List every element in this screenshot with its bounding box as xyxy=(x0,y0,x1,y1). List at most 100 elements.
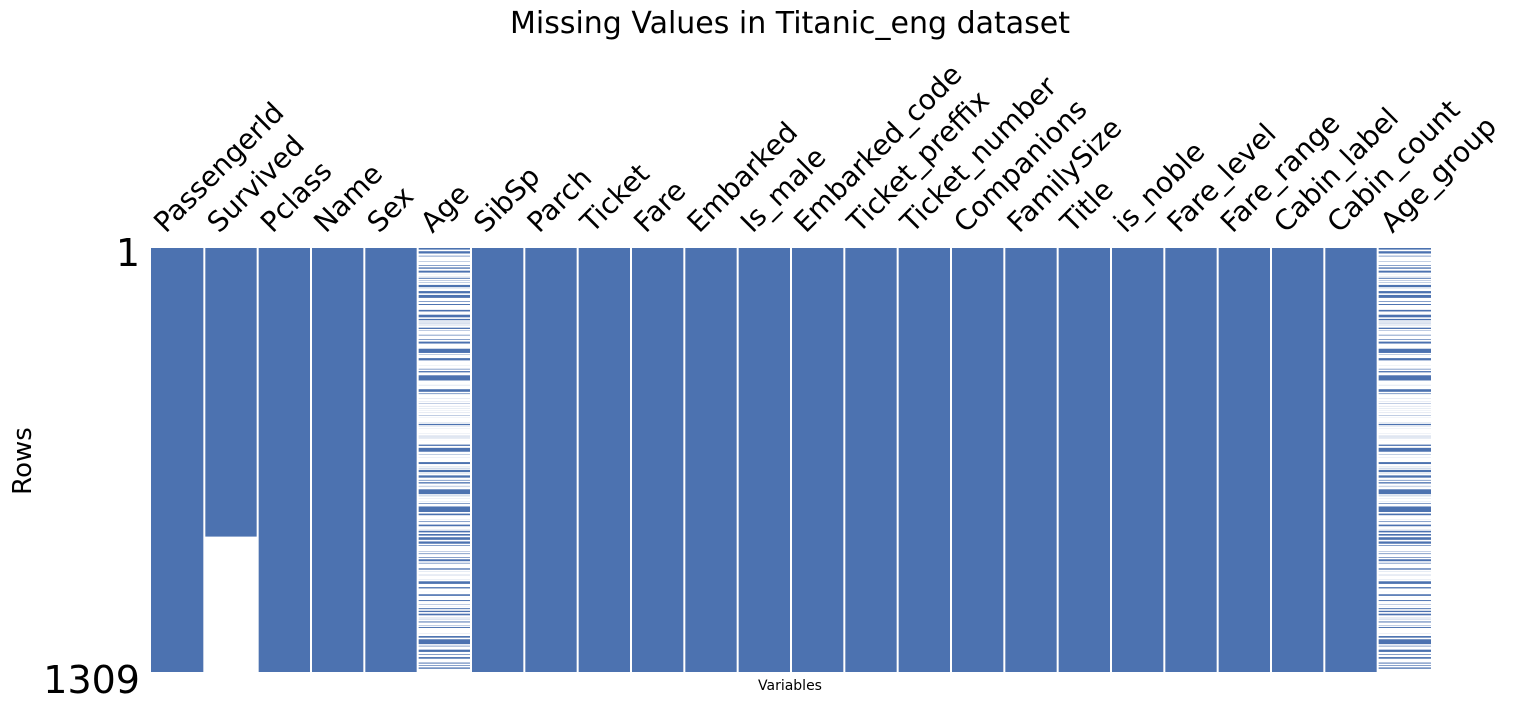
missing-value-mark xyxy=(417,625,471,627)
missing-value-mark xyxy=(417,561,471,563)
missing-value-mark xyxy=(417,442,471,445)
column-ticket-preffix xyxy=(844,248,898,672)
missing-value-mark xyxy=(1377,343,1431,346)
missing-value-mark xyxy=(417,372,471,374)
present-values-bar xyxy=(311,248,365,672)
missing-value-mark xyxy=(1377,428,1431,431)
missing-value-mark xyxy=(1377,352,1431,355)
missing-value-mark xyxy=(417,623,471,626)
missing-value-mark xyxy=(1377,302,1431,305)
missing-value-mark xyxy=(1377,430,1431,433)
missing-value-mark xyxy=(1377,458,1431,461)
missing-value-mark xyxy=(1377,659,1431,662)
present-values-bar xyxy=(1057,248,1111,672)
missing-value-mark xyxy=(417,269,471,271)
missing-value-mark xyxy=(417,453,471,455)
missing-value-mark xyxy=(417,417,471,420)
missing-value-mark xyxy=(1377,592,1431,595)
missing-value-mark xyxy=(1377,451,1431,454)
missing-value-mark xyxy=(417,287,471,289)
missing-value-mark xyxy=(1377,322,1431,324)
missing-value-mark xyxy=(1377,431,1431,434)
missing-value-mark xyxy=(417,405,471,407)
missing-value-mark xyxy=(1377,278,1431,281)
row-tick-last: 1309 xyxy=(43,658,140,702)
missing-value-mark xyxy=(417,628,471,631)
missing-value-mark xyxy=(417,367,471,369)
missing-value-mark xyxy=(1377,405,1431,407)
column-sex xyxy=(364,248,418,672)
missing-value-mark xyxy=(417,589,471,592)
present-values-bar xyxy=(1217,248,1271,672)
missing-value-mark xyxy=(417,360,471,362)
missing-value-mark xyxy=(1377,360,1431,362)
missing-value-mark xyxy=(417,394,471,396)
missing-value-mark xyxy=(1377,406,1431,409)
missing-value-mark xyxy=(1377,435,1431,437)
x-axis-label: Variables xyxy=(758,678,822,694)
missing-value-mark xyxy=(1377,598,1431,601)
missing-value-mark xyxy=(417,576,471,579)
missing-value-mark xyxy=(1377,576,1431,579)
present-values-bar xyxy=(151,248,205,672)
column-ticket xyxy=(577,248,631,672)
missing-value-mark xyxy=(417,458,471,461)
missing-value-mark xyxy=(417,655,471,658)
missing-value-mark xyxy=(417,347,471,349)
missing-value-mark xyxy=(417,526,471,528)
missing-value-mark xyxy=(1377,517,1431,520)
missing-value-mark xyxy=(417,391,471,394)
missing-value-mark xyxy=(417,575,471,578)
missing-value-mark xyxy=(417,460,471,463)
missing-value-mark xyxy=(417,385,471,388)
missing-value-mark xyxy=(417,272,471,275)
missing-value-mark xyxy=(1377,408,1431,411)
missing-value-mark xyxy=(417,592,471,595)
missing-value-mark xyxy=(417,440,471,442)
missing-value-mark xyxy=(417,670,471,672)
missing-value-mark xyxy=(1377,658,1431,661)
missing-value-mark xyxy=(417,532,471,534)
missing-value-mark xyxy=(1377,391,1431,394)
missing-value-mark xyxy=(417,437,471,439)
missing-value-mark xyxy=(417,362,471,365)
missing-value-mark xyxy=(417,588,471,591)
missing-value-mark xyxy=(1377,483,1431,486)
present-values-bar xyxy=(1111,248,1165,672)
missing-value-mark xyxy=(1377,561,1431,563)
column-labels: PassengerIdSurvivedPclassNameSexAgeSibSp… xyxy=(147,58,1503,240)
missing-value-mark xyxy=(417,356,471,359)
missing-value-mark xyxy=(1377,418,1431,421)
missing-value-mark xyxy=(1377,464,1431,467)
missing-value-mark xyxy=(1377,293,1431,295)
missing-value-mark xyxy=(1377,385,1431,388)
missing-value-mark xyxy=(417,369,471,372)
present-values-bar xyxy=(471,248,525,672)
missing-value-mark xyxy=(417,601,471,603)
missing-value-mark xyxy=(417,337,471,340)
missing-value-mark xyxy=(417,504,471,507)
missing-value-mark xyxy=(1377,324,1431,326)
missing-value-mark xyxy=(417,483,471,486)
missing-value-mark xyxy=(1377,670,1431,672)
missing-value-mark xyxy=(1377,384,1431,386)
missing-value-mark xyxy=(1377,420,1431,423)
column-sibsp xyxy=(471,248,525,672)
missing-value-mark xyxy=(1377,272,1431,275)
missing-value-mark xyxy=(1377,306,1431,309)
missing-value-mark xyxy=(1377,362,1431,365)
missing-value-mark xyxy=(1377,523,1431,525)
missing-value-mark xyxy=(417,422,471,424)
missing-value-mark xyxy=(1377,665,1431,668)
missing-value-mark xyxy=(1377,595,1431,598)
missing-value-mark xyxy=(417,299,471,302)
missing-value-mark xyxy=(417,293,471,295)
missing-value-mark xyxy=(1377,313,1431,315)
missing-value-mark xyxy=(1377,373,1431,376)
missing-value-mark xyxy=(417,373,471,376)
missing-value-mark xyxy=(1377,269,1431,271)
column-is-male xyxy=(737,248,791,672)
missing-value-mark xyxy=(1377,417,1431,420)
missing-value-mark xyxy=(1377,361,1431,364)
